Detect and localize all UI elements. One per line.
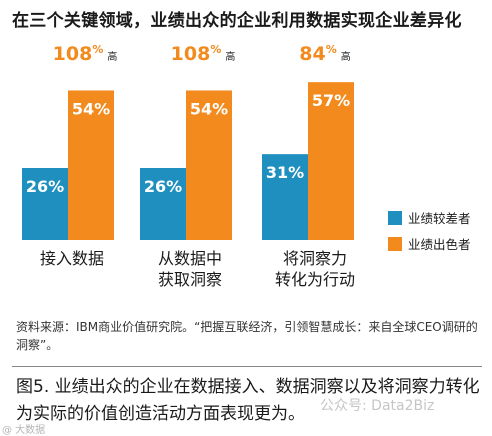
legend-swatch-low	[388, 210, 402, 225]
legend-label-top: 业绩出色者	[408, 237, 471, 252]
data-label: 26%	[26, 177, 64, 196]
annotation-unit: 高	[225, 50, 235, 63]
difference-annotation: 84% 高	[299, 43, 350, 65]
category-label-action: 将洞察力 转化为行动	[260, 248, 370, 290]
bar-top-1	[186, 90, 232, 240]
category-label-line: 将洞察力	[282, 249, 347, 268]
category-label-access: 接入数据	[22, 248, 122, 269]
annotation-value: 84	[299, 43, 325, 65]
source-note: 资料来源：IBM商业价值研究院。“把握互联经济，引领智慧成长：来自全球CEO调研…	[16, 320, 478, 352]
figure-caption: 图5. 业绩出众的企业在数据接入、数据洞察以及将洞察力转化为实际的价值创造活动方…	[16, 377, 480, 424]
legend-label-low: 业绩较差者	[408, 211, 471, 226]
watermark-right: 公众号: Data2Biz	[320, 398, 435, 414]
annotation-percent: %	[326, 43, 337, 56]
watermark-left: @ 大数据	[2, 425, 46, 436]
divider	[12, 366, 482, 367]
category-label-line: 接入数据	[39, 249, 104, 268]
annotation-unit: 高	[341, 50, 351, 63]
legend-item-low-performers: 业绩较差者	[388, 208, 471, 227]
difference-annotation: 108% 高	[53, 43, 118, 65]
data-label: 54%	[190, 99, 228, 118]
annotation-percent: %	[92, 43, 103, 56]
bar-low-0	[22, 168, 68, 240]
bar-low-2	[262, 154, 308, 240]
legend-swatch-top	[388, 236, 402, 251]
category-label-line: 获取洞察	[157, 270, 222, 289]
legend-item-top-performers: 业绩出色者	[388, 234, 471, 253]
annotation-percent: %	[210, 43, 221, 56]
bar-low-1	[140, 168, 186, 240]
data-label: 54%	[72, 99, 110, 118]
data-label: 57%	[312, 91, 350, 110]
bar-chart: 26% 54% 108% 高 26% 54% 108% 高 31% 57% 84% 高	[22, 43, 354, 241]
chart-title: 在三个关键领域，业绩出众的企业利用数据实现企业差异化	[12, 11, 462, 31]
bar-top-2	[308, 82, 354, 241]
data-label: 31%	[266, 163, 304, 182]
chart-legend: 业绩较差者 业绩出色者	[388, 208, 471, 260]
annotation-value: 108	[171, 43, 211, 65]
data-label: 26%	[144, 177, 182, 196]
difference-annotation: 108% 高	[171, 43, 236, 65]
annotation-value: 108	[53, 43, 93, 65]
bar-top-0	[68, 90, 114, 240]
category-label-insight: 从数据中 获取洞察	[140, 248, 240, 290]
annotation-unit: 高	[107, 50, 117, 63]
category-label-line: 从数据中	[157, 249, 222, 268]
category-label-line: 转化为行动	[274, 270, 355, 289]
